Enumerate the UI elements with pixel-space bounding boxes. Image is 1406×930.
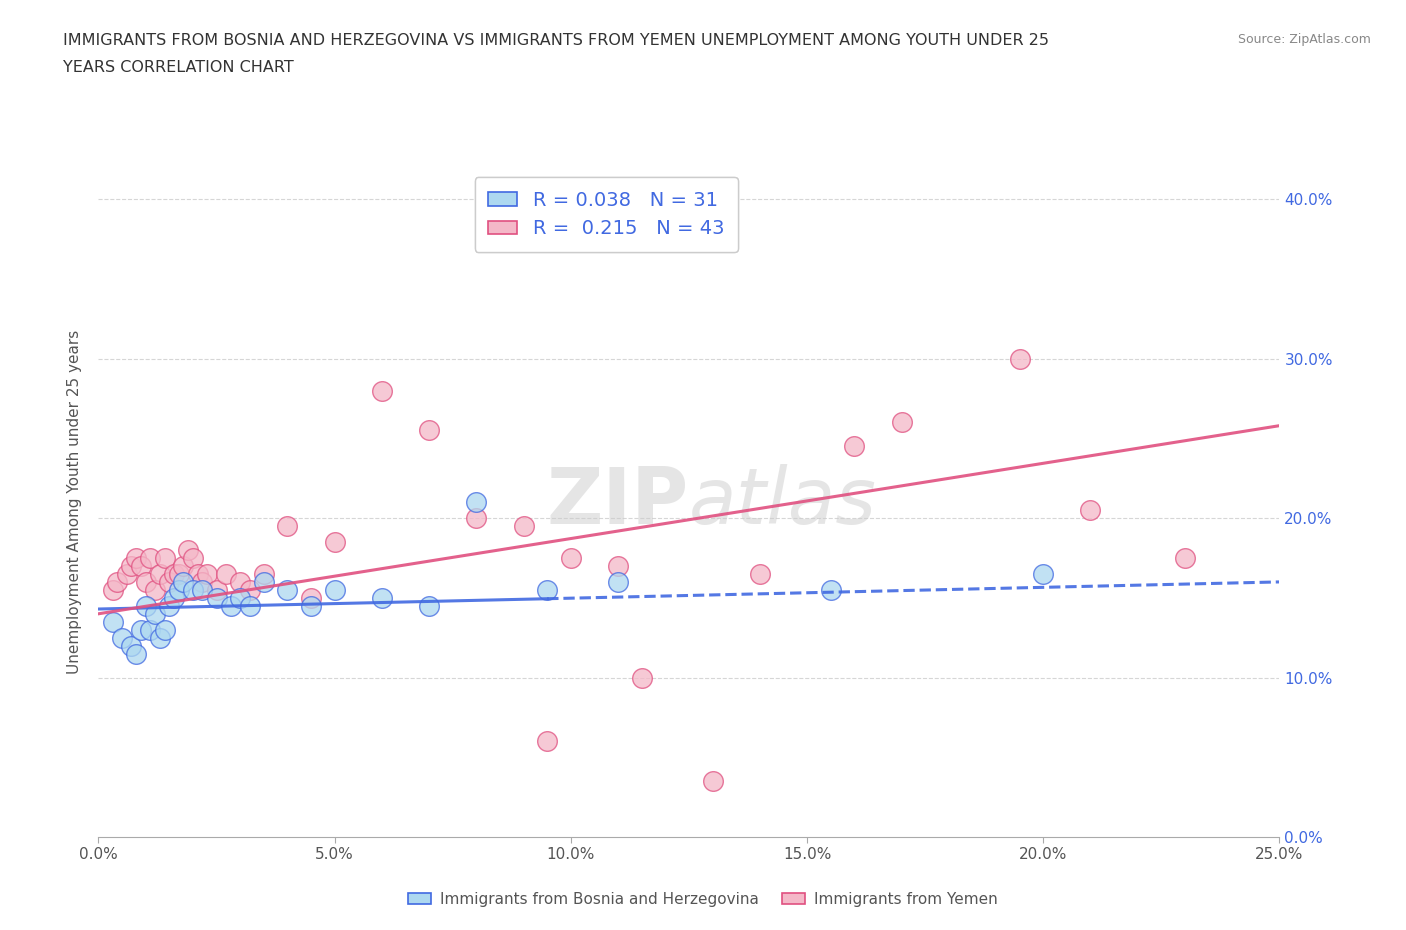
Point xyxy=(149,566,172,581)
Point xyxy=(181,582,204,597)
Point xyxy=(630,671,652,685)
Point xyxy=(167,582,190,597)
Point xyxy=(105,575,128,590)
Point xyxy=(253,566,276,581)
Point xyxy=(115,566,138,581)
Point xyxy=(157,598,180,613)
Point xyxy=(205,582,228,597)
Point xyxy=(101,582,124,597)
Point xyxy=(418,423,440,438)
Text: ZIP: ZIP xyxy=(547,464,689,540)
Point xyxy=(560,551,582,565)
Legend: R = 0.038   N = 31, R =  0.215   N = 43: R = 0.038 N = 31, R = 0.215 N = 43 xyxy=(475,177,738,252)
Point xyxy=(1008,352,1031,366)
Point xyxy=(177,542,200,557)
Point xyxy=(253,575,276,590)
Point xyxy=(536,582,558,597)
Point xyxy=(418,598,440,613)
Point xyxy=(820,582,842,597)
Y-axis label: Unemployment Among Youth under 25 years: Unemployment Among Youth under 25 years xyxy=(67,330,83,674)
Point xyxy=(239,582,262,597)
Point xyxy=(187,566,209,581)
Point xyxy=(129,559,152,574)
Point xyxy=(195,566,218,581)
Point xyxy=(143,582,166,597)
Point xyxy=(163,566,186,581)
Point xyxy=(229,591,252,605)
Point xyxy=(143,606,166,621)
Point xyxy=(101,615,124,630)
Point xyxy=(748,566,770,581)
Point xyxy=(371,591,394,605)
Point xyxy=(163,591,186,605)
Point xyxy=(205,591,228,605)
Point xyxy=(323,582,346,597)
Point xyxy=(125,646,148,661)
Point xyxy=(172,559,194,574)
Point xyxy=(157,575,180,590)
Point xyxy=(890,415,912,430)
Point xyxy=(465,511,488,525)
Point xyxy=(191,575,214,590)
Point xyxy=(276,582,298,597)
Point xyxy=(371,383,394,398)
Point xyxy=(536,734,558,749)
Point xyxy=(181,551,204,565)
Point xyxy=(149,631,172,645)
Legend: Immigrants from Bosnia and Herzegovina, Immigrants from Yemen: Immigrants from Bosnia and Herzegovina, … xyxy=(402,886,1004,913)
Text: IMMIGRANTS FROM BOSNIA AND HERZEGOVINA VS IMMIGRANTS FROM YEMEN UNEMPLOYMENT AMO: IMMIGRANTS FROM BOSNIA AND HERZEGOVINA V… xyxy=(63,33,1049,47)
Point xyxy=(191,582,214,597)
Point xyxy=(121,559,143,574)
Point xyxy=(239,598,262,613)
Point xyxy=(135,598,157,613)
Point xyxy=(299,598,322,613)
Point xyxy=(215,566,238,581)
Point xyxy=(229,575,252,590)
Point xyxy=(172,575,194,590)
Point xyxy=(139,622,162,637)
Text: atlas: atlas xyxy=(689,464,877,540)
Text: Source: ZipAtlas.com: Source: ZipAtlas.com xyxy=(1237,33,1371,46)
Point xyxy=(153,622,176,637)
Point xyxy=(153,551,176,565)
Point xyxy=(323,535,346,550)
Point xyxy=(1080,503,1102,518)
Point xyxy=(844,439,866,454)
Point xyxy=(1032,566,1054,581)
Point xyxy=(607,575,630,590)
Point xyxy=(219,598,242,613)
Text: YEARS CORRELATION CHART: YEARS CORRELATION CHART xyxy=(63,60,294,75)
Point xyxy=(129,622,152,637)
Point xyxy=(276,519,298,534)
Point xyxy=(125,551,148,565)
Point xyxy=(512,519,534,534)
Point xyxy=(167,566,190,581)
Point xyxy=(607,559,630,574)
Point xyxy=(135,575,157,590)
Point xyxy=(1174,551,1197,565)
Point xyxy=(299,591,322,605)
Point xyxy=(121,638,143,653)
Point xyxy=(465,495,488,510)
Point xyxy=(111,631,134,645)
Point xyxy=(139,551,162,565)
Point xyxy=(702,774,724,789)
